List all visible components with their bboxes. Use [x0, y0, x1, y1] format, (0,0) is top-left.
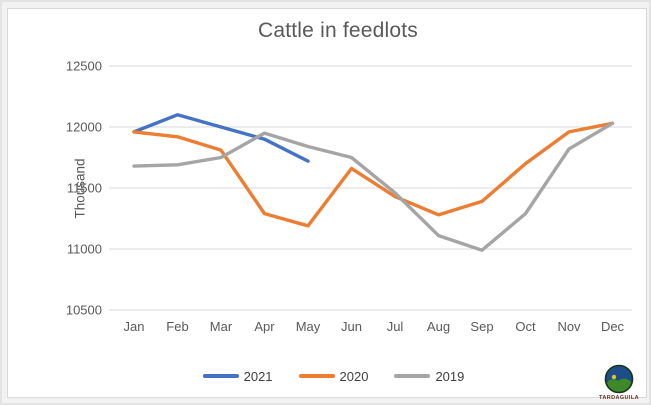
series-line-2020 [132, 121, 615, 228]
tardaguila-logo: TARDAGUILA [593, 364, 645, 403]
y-tick-label: 12500 [65, 58, 102, 74]
series-line-2021 [132, 113, 310, 163]
x-tick-label: Mar [209, 319, 233, 334]
x-tick-label: Jul [386, 319, 404, 334]
tardaguila-logo-icon [604, 364, 634, 394]
x-tick-label: Dec [600, 319, 625, 334]
legend-item-2020: 2020 [298, 368, 369, 384]
x-tick-label: Aug [426, 319, 451, 334]
legend-swatch-icon [394, 374, 431, 378]
tardaguila-logo-text: TARDAGUILA [599, 395, 639, 401]
chart-frame: Cattle in feedlots Thousand 12500 12000 11… [7, 8, 647, 401]
legend-item-2019: 2019 [394, 369, 464, 384]
y-tick-label: 12000 [65, 119, 102, 135]
x-tick-label: Jun [341, 319, 362, 334]
y-tick-label: 11500 [66, 180, 102, 196]
x-tick-label: Apr [254, 319, 275, 334]
legend-swatch-icon [202, 374, 239, 378]
x-tick-label: Oct [515, 319, 536, 334]
legend-item-2021: 2021 [202, 368, 273, 384]
x-tick-label: Feb [166, 319, 189, 334]
legend-swatch-icon [298, 374, 335, 378]
x-tick-label: Jan [123, 319, 145, 334]
legend-label: 2019 [435, 368, 465, 384]
series-line-2019 [132, 121, 615, 252]
x-tick-label: Sep [470, 319, 494, 334]
y-tick-label: 11000 [66, 241, 102, 257]
chart-legend: 2021 2020 2019 [8, 367, 649, 385]
y-tick-label: 10500 [65, 302, 102, 318]
legend-label: 2021 [243, 368, 273, 384]
legend-label: 2020 [339, 368, 369, 384]
chart-title: Cattle in feedlots [257, 19, 419, 42]
x-tick-label: May [295, 319, 321, 334]
line-chart-plot [109, 65, 632, 311]
x-tick-label: Nov [557, 319, 581, 334]
